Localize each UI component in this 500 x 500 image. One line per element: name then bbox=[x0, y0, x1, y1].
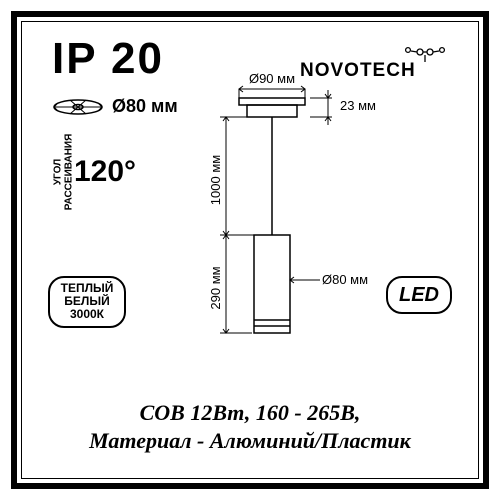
svg-text:Ø80 мм: Ø80 мм bbox=[322, 272, 368, 287]
cutout-value: Ø80 мм bbox=[112, 96, 178, 117]
warm-white-badge: ТЕПЛЫЙ БЕЛЫЙ 3000К bbox=[48, 276, 126, 328]
spec-line2: Материал - Алюминий/Пластик bbox=[22, 427, 478, 455]
inner-frame: IP 20 NOVOTECH bbox=[21, 21, 479, 479]
cutout-icon bbox=[52, 97, 104, 117]
outer-frame: IP 20 NOVOTECH bbox=[11, 11, 489, 489]
beam-angle-value: 120° bbox=[74, 155, 136, 189]
warm-line3: 3000К bbox=[60, 308, 114, 321]
cutout-dimension: Ø80 мм bbox=[52, 96, 178, 117]
led-badge: LED bbox=[386, 276, 452, 314]
svg-text:1000 мм: 1000 мм bbox=[208, 155, 223, 205]
svg-text:290 мм: 290 мм bbox=[208, 266, 223, 309]
fixture-diagram: Ø90 мм 23 мм bbox=[182, 70, 382, 350]
beam-angle-label: УГОЛРАССЕИВАНИЯ bbox=[52, 134, 74, 211]
svg-text:Ø90 мм: Ø90 мм bbox=[249, 71, 295, 86]
beam-angle: УГОЛРАССЕИВАНИЯ 120° bbox=[52, 142, 136, 202]
ip-rating: IP 20 bbox=[52, 34, 164, 84]
spec-text: COB 12Вт, 160 - 265В, Материал - Алюмини… bbox=[22, 399, 478, 454]
spec-line1: COB 12Вт, 160 - 265В, bbox=[22, 399, 478, 427]
svg-text:23 мм: 23 мм bbox=[340, 98, 376, 113]
